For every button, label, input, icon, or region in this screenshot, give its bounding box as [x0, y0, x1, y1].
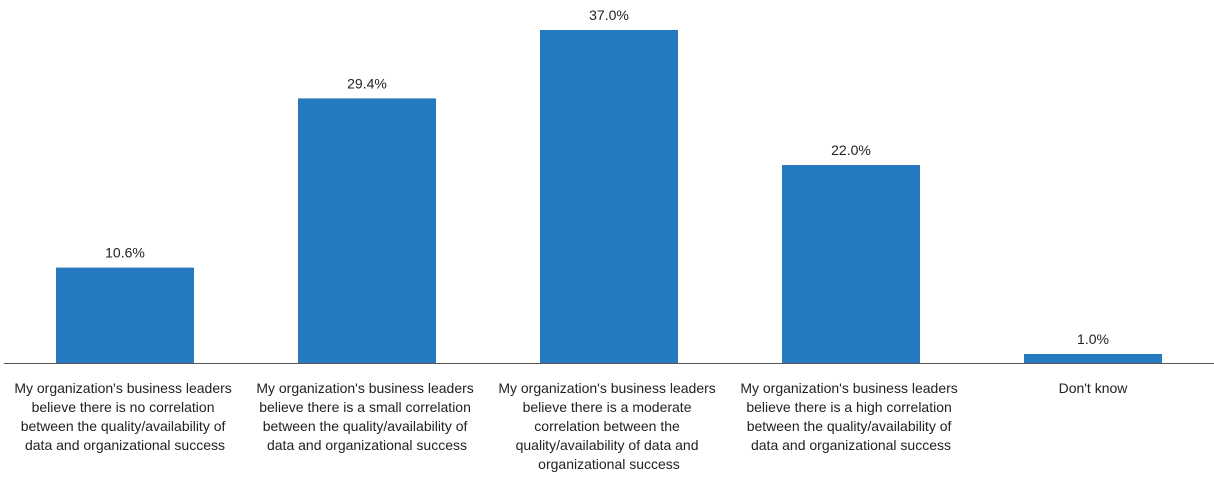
x-tick-label: My organization's business leaders belie…: [14, 380, 235, 453]
bar: [540, 30, 678, 363]
bar: [1024, 354, 1162, 363]
value-label: 10.6%: [105, 245, 145, 261]
x-tick-label: Don't know: [1059, 380, 1129, 396]
x-tick-label: My organization's business leaders belie…: [256, 380, 477, 453]
value-label: 37.0%: [589, 7, 629, 23]
x-tick-label: My organization's business leaders belie…: [498, 380, 719, 472]
bar: [56, 267, 194, 363]
bar: [782, 165, 920, 363]
bar: [298, 98, 436, 364]
value-label: 1.0%: [1077, 331, 1109, 347]
value-label: 22.0%: [831, 142, 871, 158]
x-tick-label: My organization's business leaders belie…: [740, 380, 961, 453]
value-label: 29.4%: [347, 75, 387, 91]
